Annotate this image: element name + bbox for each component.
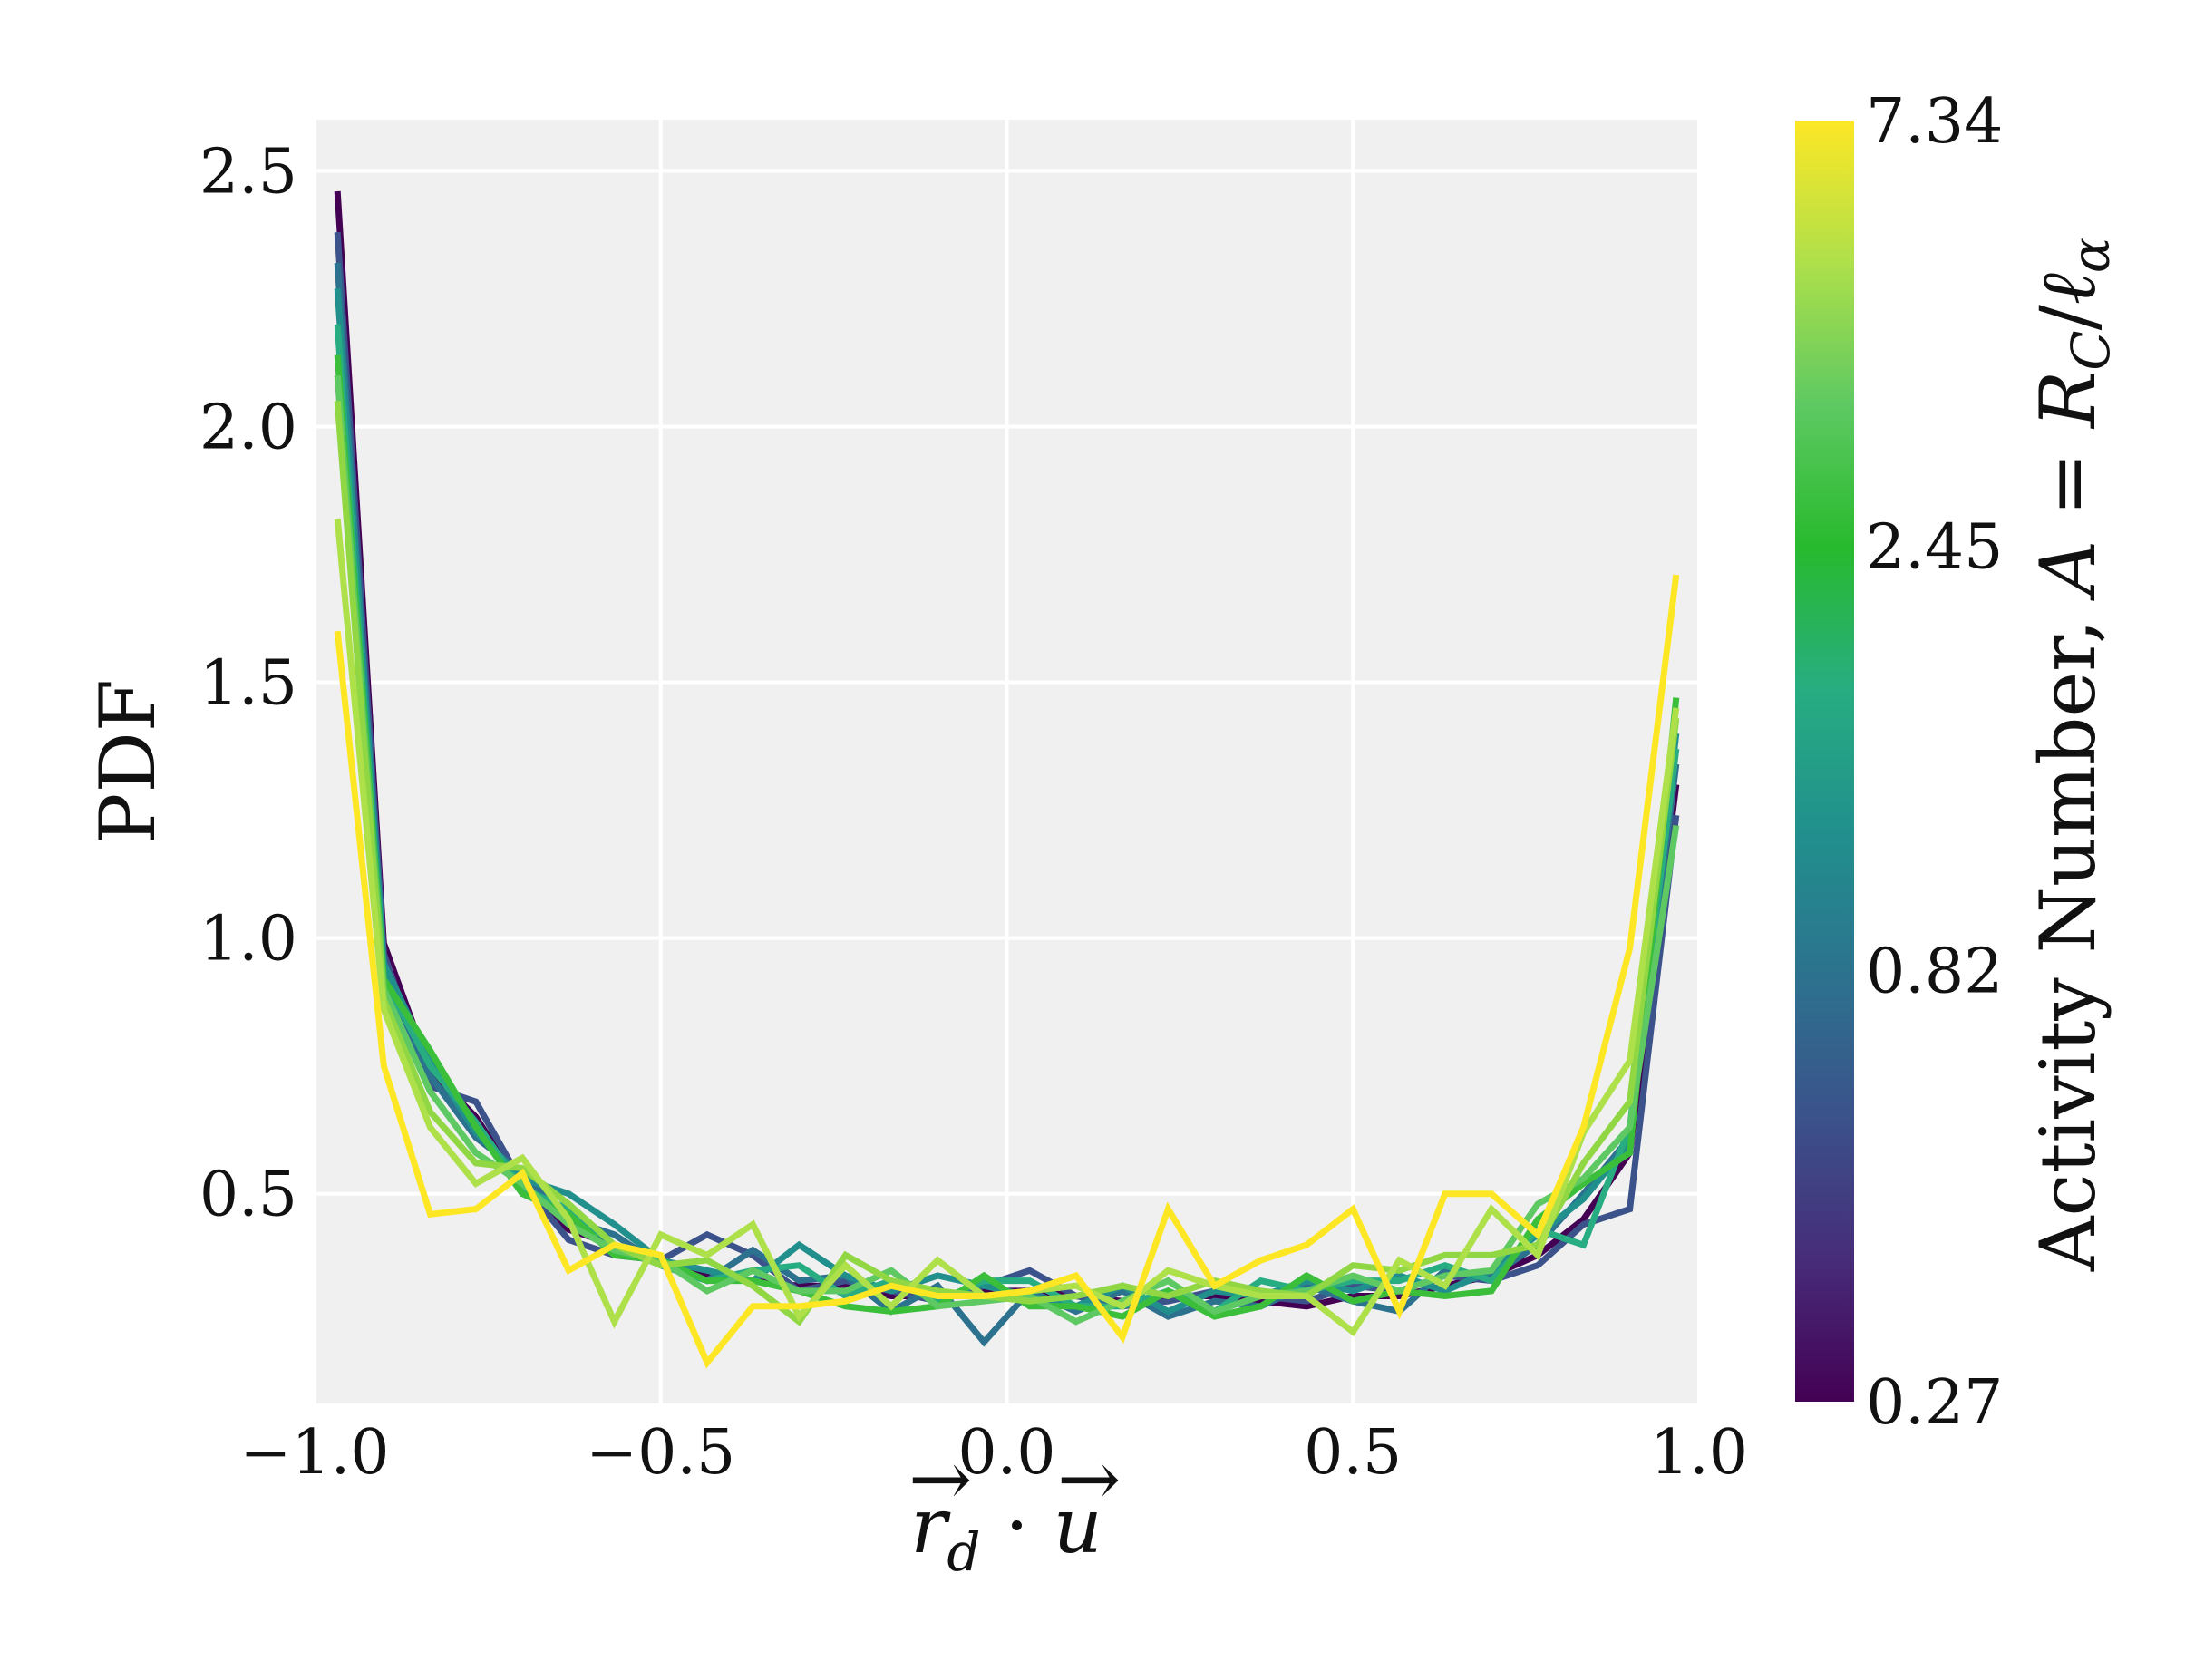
x-tick-label: 0.5 — [1304, 1417, 1402, 1489]
y-tick-label: 2.5 — [199, 136, 297, 208]
series-line-10 — [334, 574, 1680, 1369]
x-label-r: r — [910, 1481, 951, 1570]
x-tick-label: −1.0 — [239, 1417, 389, 1489]
x-label-arrow-r: → — [908, 1434, 972, 1523]
series-line-8 — [334, 401, 1680, 1326]
colorbar-label: Activity Number, A = RC/ℓα — [2024, 238, 2122, 1272]
x-axis-label: rd · u → → — [908, 1434, 1121, 1583]
x-label-arrow-u: → — [1057, 1434, 1121, 1523]
colorbar — [1795, 121, 1854, 1402]
y-tick-label: 1.0 — [199, 904, 297, 976]
y-tick-label: 0.5 — [199, 1160, 297, 1231]
x-tick-labels: −1.0 −0.5 0.0 0.5 1.0 — [239, 1417, 1748, 1489]
colorbar-tick-label: 7.34 — [1866, 86, 2003, 158]
colorbar-tick-label: 0.82 — [1866, 937, 2003, 1008]
series-group — [334, 190, 1680, 1369]
x-label-sub: d — [947, 1521, 980, 1583]
svg-text:rd · u: rd · u — [910, 1481, 1102, 1583]
x-tick-label: 0.0 — [957, 1417, 1055, 1489]
colorbar-tick-label: 2.45 — [1866, 511, 2003, 583]
y-tick-label: 2.0 — [199, 392, 297, 463]
x-tick-label: −0.5 — [586, 1417, 735, 1489]
colorbar-tick-label: 0.27 — [1866, 1367, 2003, 1439]
y-tick-label: 1.5 — [199, 648, 297, 720]
y-axis-label: PDF — [83, 679, 172, 844]
x-tick-label: 1.0 — [1650, 1417, 1748, 1489]
gridlines — [313, 120, 1701, 1403]
colorbar-tick-labels: 0.27 0.82 2.45 7.34 — [1866, 86, 2003, 1439]
y-tick-labels: 0.5 1.0 1.5 2.0 2.5 — [199, 136, 297, 1230]
